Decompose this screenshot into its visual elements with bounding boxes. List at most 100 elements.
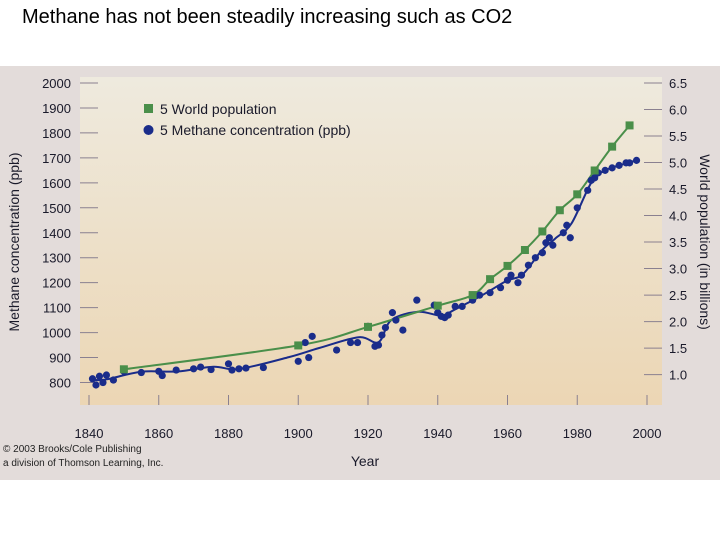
methane-population-chart: 800 900 1000 1100 1200 1300 1400 1500 1600 1700 18…	[6, 76, 713, 469]
methane-point	[228, 366, 236, 374]
x-tick-label: 1980	[563, 426, 592, 441]
methane-point	[413, 296, 421, 304]
population-point	[573, 190, 582, 199]
y2-tick-label: 3.0	[669, 262, 687, 277]
population-point	[486, 275, 495, 284]
methane-point	[137, 368, 145, 377]
x-tick-label: 1860	[144, 426, 173, 441]
legend-methane-label: 5 Methane concentration (ppb)	[160, 122, 351, 138]
methane-point	[517, 271, 526, 279]
methane-point	[308, 332, 316, 340]
right-axis-ticks: 1.0 1.5 2.0 2.5 3.0 3.5 4.0 4.5 5.0 5.5 6.0 6.5	[644, 76, 687, 383]
y2-tick-label: 3.5	[669, 235, 687, 250]
population-point	[364, 322, 372, 331]
y2-tick-label: 4.5	[669, 182, 687, 197]
x-tick-label: 1960	[493, 426, 522, 441]
methane-point	[346, 338, 355, 347]
y2-tick-label: 5.5	[669, 129, 687, 144]
legend-population-label: 5 World population	[160, 101, 276, 117]
x-axis-ticks: 1840 1860 1880 1900 1920 1940 1960 1980 2000	[75, 395, 661, 441]
population-point	[555, 206, 564, 215]
copyright-line-2: a division of Thomson Learning, Inc.	[3, 458, 164, 469]
legend-methane-marker	[143, 125, 154, 135]
methane-point	[190, 365, 198, 373]
y2-tick-label: 6.0	[669, 103, 687, 118]
x-tick-label: 1840	[75, 426, 104, 441]
methane-point	[444, 311, 452, 319]
population-point	[468, 291, 477, 300]
y-tick-label: 1100	[43, 301, 71, 316]
y-tick-label: 1500	[42, 201, 71, 216]
population-point	[538, 227, 547, 236]
y-tick-label: 1000	[42, 326, 71, 341]
chart-figure: 800 900 1000 1100 1200 1300 1400 1500 1600 1700 18…	[0, 66, 720, 480]
methane-point	[197, 363, 205, 371]
methane-point	[458, 302, 466, 310]
population-point	[625, 121, 634, 130]
population-point	[520, 246, 529, 255]
methane-point	[608, 164, 616, 172]
methane-point	[242, 364, 250, 372]
methane-point	[88, 375, 97, 383]
x-axis-label: Year	[351, 453, 380, 469]
methane-point	[399, 326, 407, 334]
population-point	[590, 166, 599, 175]
methane-point	[503, 276, 512, 284]
methane-point	[388, 309, 397, 317]
methane-point	[591, 174, 599, 182]
methane-point	[301, 338, 309, 347]
methane-point	[563, 221, 571, 229]
methane-point	[305, 353, 313, 362]
y-tick-label: 1900	[42, 101, 71, 116]
series-layer	[88, 121, 641, 389]
y-tick-label: 1600	[42, 176, 71, 191]
left-axis-ticks: 800 900 1000 1100 1200 1300 1400 1500 1600 1700 18…	[42, 76, 98, 391]
methane-point	[92, 381, 100, 389]
y-tick-label: 2000	[42, 76, 71, 91]
methane-point	[566, 234, 574, 242]
methane-point	[601, 166, 609, 174]
methane-point	[559, 229, 567, 237]
methane-point	[538, 249, 546, 257]
methane-point	[99, 378, 107, 387]
methane-point	[172, 366, 180, 374]
methane-point	[524, 261, 533, 269]
plot-area	[80, 77, 662, 405]
y-tick-label: 1800	[42, 126, 71, 141]
methane-point	[381, 324, 390, 332]
methane-point	[95, 372, 104, 380]
methane-point	[545, 234, 553, 242]
methane-point	[507, 271, 515, 279]
methane-point	[235, 365, 243, 373]
population-point	[503, 261, 512, 270]
y2-tick-label: 1.0	[669, 368, 687, 383]
y2-tick-label: 2.5	[669, 288, 687, 303]
y2-tick-label: 6.5	[669, 76, 687, 91]
slide-title: Methane has not been steadily increasing…	[22, 6, 513, 28]
methane-point	[632, 156, 641, 164]
methane-point	[584, 186, 592, 194]
methane-point	[451, 302, 459, 310]
methane-point	[259, 363, 267, 372]
y2-tick-label: 1.5	[669, 341, 687, 356]
methane-point	[496, 284, 505, 292]
methane-line	[92, 159, 639, 382]
y-tick-label: 1700	[42, 151, 71, 166]
legend: 5 World population 5 Methane concentratio…	[143, 101, 351, 138]
methane-point	[542, 239, 550, 247]
y2-tick-label: 4.0	[669, 209, 687, 224]
y2-tick-label: 5.0	[669, 156, 687, 171]
methane-point	[486, 289, 494, 297]
methane-point	[378, 331, 386, 339]
methane-point	[392, 316, 400, 324]
copyright-line-1: © 2003 Brooks/Cole Publishing	[3, 444, 142, 455]
y2-axis-label: World population (in billions)	[697, 154, 713, 330]
methane-point	[549, 241, 557, 249]
methane-point	[109, 376, 118, 384]
methane-point	[531, 254, 540, 262]
methane-point	[625, 159, 634, 167]
methane-point	[476, 291, 484, 299]
population-point	[119, 365, 128, 374]
methane-point	[333, 346, 341, 354]
methane-point	[573, 204, 581, 212]
